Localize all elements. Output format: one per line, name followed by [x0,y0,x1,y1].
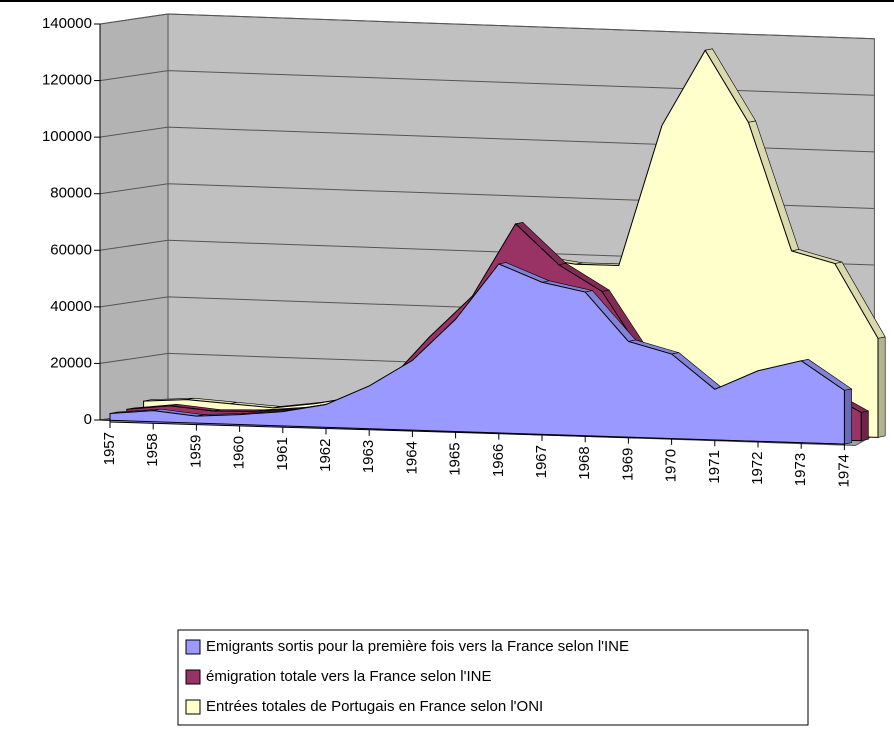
area-side [877,336,886,438]
x-tick-label: 1970 [663,449,680,482]
y-tick-label: 40000 [50,298,92,315]
y-tick-label: 80000 [50,185,92,202]
y-tick-label: 60000 [50,241,92,258]
x-tick-label: 1957 [101,432,118,465]
y-tick-label: 20000 [50,354,92,371]
legend-swatch [185,639,201,655]
legend-label: émigration totale vers la France selon l… [206,668,492,685]
y-tick-label: 0 [84,411,92,428]
x-tick-label: 1958 [144,433,161,466]
x-tick-label: 1966 [490,444,507,477]
y-tick-label: 100000 [42,128,92,145]
grid-line [99,13,875,40]
legend-swatch [185,669,201,685]
x-tick-label: 1971 [706,450,723,483]
x-tick-label: 1968 [576,446,593,479]
x-axis [99,419,845,445]
legend [177,629,809,726]
plot-area: 0 20000 40000 60000 80000 100000 120000 140000 1… [42,13,886,487]
legend-label: Entrées totales de Portugais en France s… [206,698,543,715]
side-wall [99,13,169,421]
x-tick-label: 1972 [749,452,766,485]
x-tick-label: 1960 [231,436,248,469]
x-tick-label: 1961 [274,437,291,470]
legend-label: Emigrants sortis pour la première fois v… [206,638,629,655]
y-tick-label: 140000 [42,15,92,32]
area-side [860,410,869,442]
legend-swatch [185,699,201,715]
x-tick-label: 1974 [835,454,852,487]
x-tick-label: 1965 [447,442,464,475]
grid-line [99,70,875,96]
grid-line [99,126,875,153]
x-tick-label: 1967 [533,445,550,478]
x-tick-label: 1962 [317,439,334,472]
x-tick-label: 1963 [360,440,377,473]
x-tick-label: 1959 [187,435,204,468]
area-side [844,388,852,445]
x-tick-label: 1964 [403,441,420,474]
area [109,263,845,445]
y-tick-label: 120000 [42,72,92,89]
x-tick-label: 1973 [792,453,809,486]
x-tick-label: 1969 [619,448,636,481]
